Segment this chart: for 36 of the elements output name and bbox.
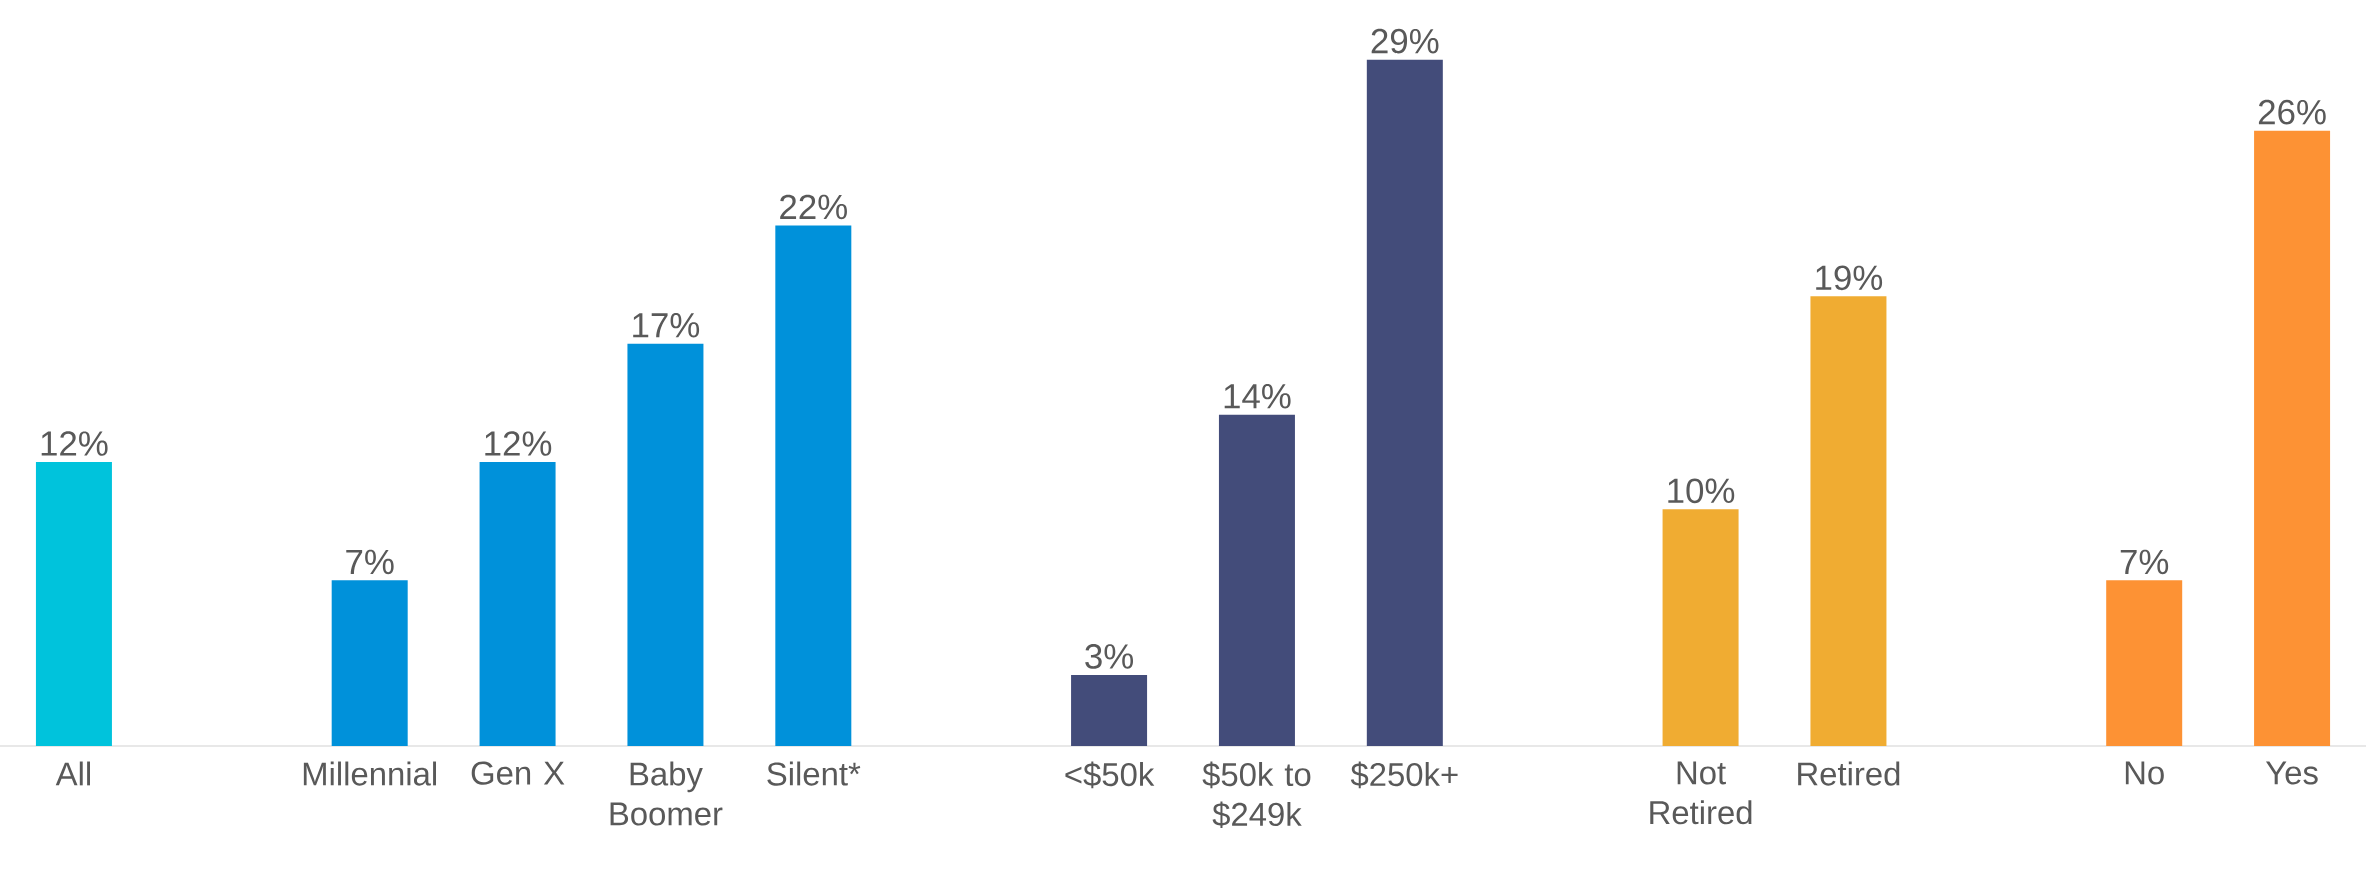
bar <box>1810 296 1887 746</box>
x-tick-label: Yes <box>2265 761 2318 785</box>
x-tick-label: $250k+ <box>1350 761 1458 789</box>
data-label: 7% <box>346 549 394 575</box>
data-label: 26% <box>2258 99 2326 125</box>
x-tick-label: All <box>55 761 90 786</box>
bar <box>2106 580 2183 746</box>
bar <box>1366 59 1443 746</box>
bar <box>1071 675 1148 746</box>
bar <box>775 225 852 746</box>
data-label: 29% <box>1371 28 1439 54</box>
x-tick-label: <$50k <box>1065 761 1155 789</box>
data-label: 12% <box>485 431 552 456</box>
bar <box>1662 509 1739 746</box>
bar <box>2254 130 2331 746</box>
data-label: 19% <box>1816 265 1883 291</box>
x-tick-label: Silent* <box>767 761 861 786</box>
data-label: 3% <box>1085 644 1134 669</box>
bar <box>1218 414 1295 746</box>
x-tick-label: No <box>2125 761 2164 785</box>
x-tick-label: Retired <box>1798 761 1900 786</box>
bar <box>35 462 112 746</box>
data-label: 7% <box>2120 549 2169 575</box>
bar <box>331 580 408 746</box>
data-label: 17% <box>633 313 700 338</box>
x-tick-label: Gen X <box>471 761 565 785</box>
x-tick-label: Not Retired <box>1650 761 1752 825</box>
data-label: 14% <box>1224 384 1291 409</box>
x-tick-label: Baby Boomer <box>610 761 723 826</box>
x-tick-label: Millennial <box>303 761 436 786</box>
x-tick-label: $50k to $249k <box>1202 761 1311 828</box>
data-label: 10% <box>1668 478 1735 504</box>
bar <box>479 462 556 746</box>
data-label: 12% <box>41 431 108 456</box>
bar <box>627 343 704 746</box>
data-label: 22% <box>780 194 847 220</box>
